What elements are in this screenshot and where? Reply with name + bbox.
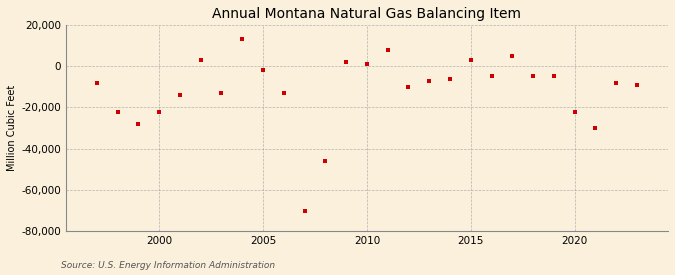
Point [320, 159, 331, 163]
Point [590, 126, 601, 130]
Point [611, 81, 622, 85]
Point [528, 74, 539, 79]
Point [175, 93, 186, 97]
Point [403, 85, 414, 89]
Title: Annual Montana Natural Gas Balancing Item: Annual Montana Natural Gas Balancing Ite… [213, 7, 521, 21]
Point [133, 122, 144, 126]
Point [632, 82, 643, 87]
Point [486, 74, 497, 79]
Point [237, 37, 248, 42]
Point [445, 76, 456, 81]
Point [112, 109, 123, 114]
Y-axis label: Million Cubic Feet: Million Cubic Feet [7, 85, 17, 171]
Point [465, 58, 476, 62]
Point [258, 68, 269, 73]
Text: Source: U.S. Energy Information Administration: Source: U.S. Energy Information Administ… [61, 260, 275, 270]
Point [278, 91, 289, 95]
Point [382, 48, 393, 52]
Point [154, 109, 165, 114]
Point [507, 54, 518, 58]
Point [299, 208, 310, 213]
Point [424, 78, 435, 83]
Point [569, 109, 580, 114]
Point [216, 91, 227, 95]
Point [195, 58, 206, 62]
Point [92, 81, 103, 85]
Point [341, 60, 352, 64]
Point [362, 62, 373, 66]
Point [548, 74, 559, 79]
